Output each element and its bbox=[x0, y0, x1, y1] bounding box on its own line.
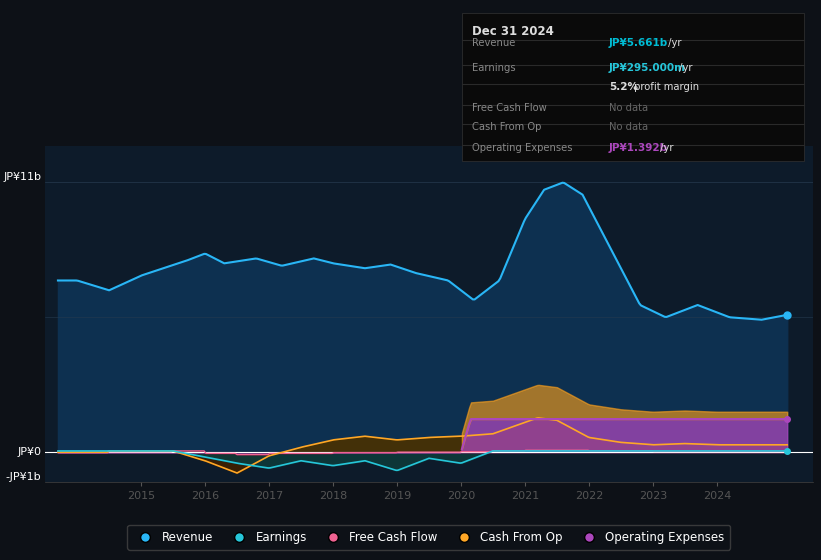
Text: No data: No data bbox=[609, 122, 649, 132]
Text: -JP¥1b: -JP¥1b bbox=[6, 472, 41, 482]
Text: profit margin: profit margin bbox=[631, 82, 699, 92]
Text: Operating Expenses: Operating Expenses bbox=[472, 143, 572, 153]
Text: /yr: /yr bbox=[658, 143, 674, 153]
Text: Revenue: Revenue bbox=[472, 38, 516, 48]
Text: /yr: /yr bbox=[677, 63, 693, 73]
Text: JP¥11b: JP¥11b bbox=[3, 172, 41, 183]
Text: Earnings: Earnings bbox=[472, 63, 516, 73]
Text: Free Cash Flow: Free Cash Flow bbox=[472, 103, 547, 113]
Text: JP¥1.392b: JP¥1.392b bbox=[609, 143, 668, 153]
Text: Cash From Op: Cash From Op bbox=[472, 122, 541, 132]
Text: No data: No data bbox=[609, 103, 649, 113]
Text: JP¥295.000m: JP¥295.000m bbox=[609, 63, 686, 73]
Text: JP¥0: JP¥0 bbox=[17, 447, 41, 457]
Legend: Revenue, Earnings, Free Cash Flow, Cash From Op, Operating Expenses: Revenue, Earnings, Free Cash Flow, Cash … bbox=[127, 525, 731, 549]
Text: Dec 31 2024: Dec 31 2024 bbox=[472, 25, 553, 38]
Text: /yr: /yr bbox=[665, 38, 681, 48]
Text: 5.2%: 5.2% bbox=[609, 82, 638, 92]
Text: JP¥5.661b: JP¥5.661b bbox=[609, 38, 668, 48]
